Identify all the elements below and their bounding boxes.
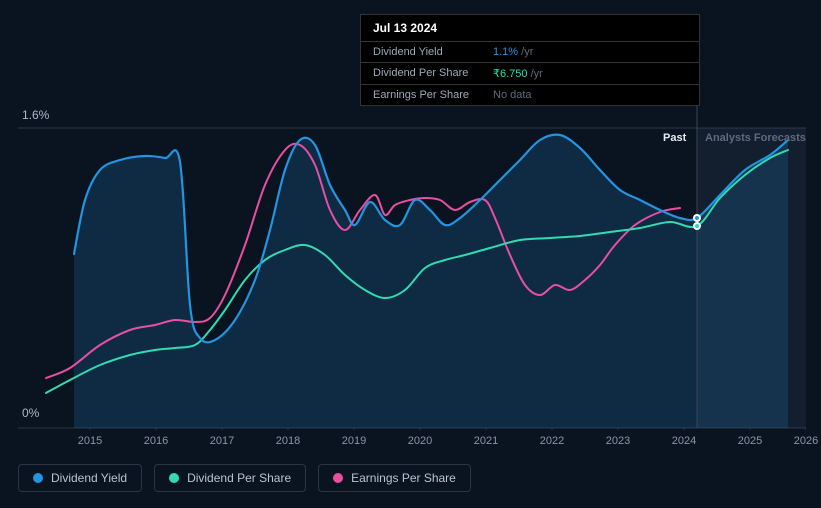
past-label: Past — [663, 132, 686, 144]
tooltip: Jul 13 2024 Dividend Yield1.1% /yrDivide… — [360, 14, 700, 106]
x-axis-label: 2024 — [672, 435, 696, 447]
legend-dot-icon — [333, 473, 343, 483]
x-axis-label: 2016 — [144, 435, 168, 447]
tooltip-row-label: Dividend Yield — [361, 42, 481, 62]
legend-item[interactable]: Dividend Yield — [18, 464, 142, 492]
tooltip-row: Earnings Per ShareNo data — [361, 84, 699, 105]
legend: Dividend Yield Dividend Per Share Earnings… — [18, 464, 471, 492]
tooltip-row-label: Dividend Per Share — [361, 63, 481, 84]
legend-dot-icon — [33, 473, 43, 483]
x-axis-label: 2023 — [606, 435, 630, 447]
tooltip-date: Jul 13 2024 — [361, 15, 699, 41]
tooltip-row: Dividend Per Share₹6.750 /yr — [361, 62, 699, 84]
legend-item[interactable]: Earnings Per Share — [318, 464, 471, 492]
legend-item-label: Dividend Yield — [51, 471, 127, 485]
x-axis-label: 2026 — [794, 435, 818, 447]
tooltip-row-value: No data — [481, 85, 544, 105]
x-axis-label: 2022 — [540, 435, 564, 447]
x-axis-label: 2019 — [342, 435, 366, 447]
x-axis-label: 2018 — [276, 435, 300, 447]
legend-item[interactable]: Dividend Per Share — [154, 464, 306, 492]
x-axis-label: 2017 — [210, 435, 234, 447]
marker-dot — [693, 214, 701, 222]
tooltip-row-value: 1.1% /yr — [481, 42, 545, 62]
marker-dot — [693, 222, 701, 230]
tooltip-row: Dividend Yield1.1% /yr — [361, 41, 699, 62]
legend-item-label: Earnings Per Share — [351, 471, 456, 485]
x-axis-label: 2025 — [738, 435, 762, 447]
x-axis-label: 2021 — [474, 435, 498, 447]
forecast-label: Analysts Forecasts — [705, 132, 806, 144]
x-axis-label: 2020 — [408, 435, 432, 447]
tooltip-row-value: ₹6.750 /yr — [481, 63, 555, 84]
tooltip-row-label: Earnings Per Share — [361, 85, 481, 105]
legend-dot-icon — [169, 473, 179, 483]
x-axis-label: 2015 — [78, 435, 102, 447]
legend-item-label: Dividend Per Share — [187, 471, 291, 485]
